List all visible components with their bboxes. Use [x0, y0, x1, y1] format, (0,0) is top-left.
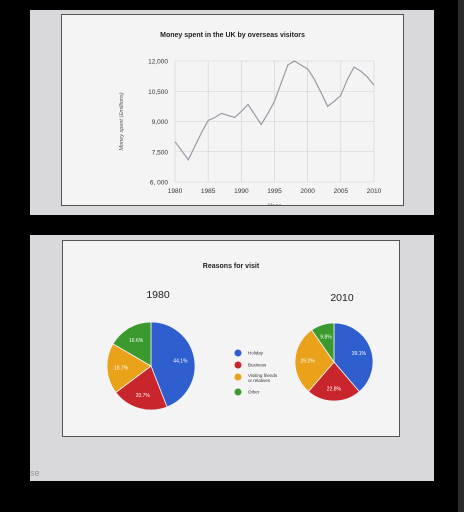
line-chart-panel: Money spent in the UK by overseas visito… — [30, 10, 434, 215]
legend-swatch — [234, 373, 242, 381]
y-tick-label: 9,000 — [152, 119, 169, 126]
pie-1980-slice — [106, 343, 152, 394]
legend-swatch — [234, 349, 242, 357]
y-tick-label: 10,500 — [148, 89, 168, 96]
x-tick-label: 1990 — [234, 188, 249, 195]
legend-label: or relatives — [248, 378, 271, 383]
pie-1980-slice — [115, 365, 168, 411]
x-axis-label: Year — [268, 203, 282, 205]
pie-2010-slice — [333, 322, 374, 393]
pie-2010-slice — [294, 329, 335, 393]
y-tick-label: 12,000 — [148, 59, 168, 66]
pie-1980-slice-label: 18.7% — [114, 366, 129, 372]
pie-1980-slice — [112, 321, 152, 367]
x-tick-label: 2005 — [334, 188, 349, 195]
y-tick-label: 7,500 — [152, 149, 169, 156]
x-tick-label: 1985 — [201, 188, 216, 195]
pie-1980-slice-label: 20.7% — [136, 393, 151, 399]
pie-charts-panel: Reasons for visit 1980 44.1% 20.7% 18.7% 16.… — [30, 235, 434, 481]
pie-2010-slice-label: 39.1% — [352, 351, 367, 357]
pie-2010-slice-label: 22.8% — [327, 387, 342, 393]
pie-2010-slice — [307, 361, 360, 402]
pie-2010-slice-label: 29.2% — [300, 359, 315, 365]
pie-charts-title: Reasons for visit — [202, 263, 260, 270]
legend-swatch — [234, 361, 242, 369]
line-chart-title: Money spent in the UK by overseas visito… — [160, 32, 305, 39]
x-tick-label: 2000 — [300, 188, 315, 195]
pie-1980-slice-label: 16.6% — [129, 338, 144, 344]
pie-2010-year-label: 2010 — [330, 292, 354, 304]
edge-text: se — [30, 468, 40, 478]
pie-1980-slice — [150, 321, 196, 408]
y-tick-label: 6, 000 — [150, 180, 168, 187]
line-chart-frame: Money spent in the UK by overseas visito… — [61, 14, 404, 206]
pie-1980-slice-label: 44.1% — [173, 358, 188, 364]
line-chart-svg: 1980 1985 1990 1995 2000 2005 2010 12,000 10,500… — [119, 59, 382, 206]
pie-2010-slice-label: 9.8% — [320, 335, 332, 341]
legend-label: Other — [248, 390, 260, 395]
legend-swatch — [234, 388, 242, 396]
legend-label: Holiday — [248, 351, 264, 356]
series-line — [174, 60, 375, 161]
pie-2010-slice — [311, 322, 335, 364]
y-axis-label: Money spent (£millions) — [119, 92, 125, 150]
pie-charts-frame: Reasons for visit 1980 44.1% 20.7% 18.7% 16.… — [62, 240, 400, 437]
pie-1980-year-label: 1980 — [146, 289, 170, 301]
x-tick-label: 1980 — [168, 188, 183, 195]
legend-label: Visiting friends — [248, 373, 278, 378]
window-edge — [458, 0, 464, 512]
x-tick-label: 2010 — [367, 188, 382, 195]
x-tick-label: 1995 — [267, 188, 282, 195]
pie-charts-svg: 1980 44.1% 20.7% 18.7% 16.6% 2010 39.1% 22.8% 29… — [106, 289, 374, 411]
legend-label: Business — [248, 363, 267, 368]
